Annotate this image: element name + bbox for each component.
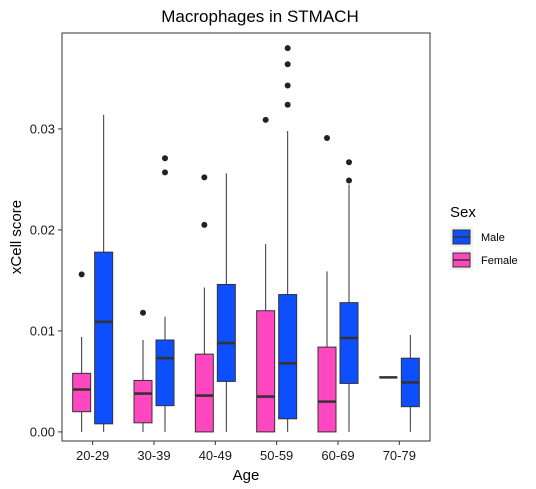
x-axis: 20-29 30-39 40-49 50-59 60-69 70-79 [76, 441, 416, 463]
x-axis-title: Age [233, 467, 260, 484]
box-male-50-59 [278, 45, 298, 432]
box-male-20-29 [94, 114, 114, 432]
box-male-60-69 [339, 159, 359, 432]
x-tick-label: 70-79 [383, 448, 416, 463]
box-body [256, 310, 276, 433]
outlier-point [201, 174, 208, 181]
box-female-60-69 [317, 135, 337, 433]
box-body [339, 302, 359, 384]
outlier-point [284, 101, 291, 108]
box-male-30-39 [155, 155, 175, 432]
legend-label: Female [481, 255, 518, 267]
box-male-70-79 [400, 334, 420, 432]
x-tick-label: 40-49 [199, 448, 232, 463]
outlier-point [201, 221, 208, 228]
box-male-40-49 [216, 173, 236, 432]
y-tick-label: 0.00 [30, 424, 55, 439]
plot-panel [61, 32, 431, 442]
box-female-50-59 [256, 116, 276, 433]
box-female-30-39 [133, 309, 153, 432]
box-body [72, 372, 92, 413]
x-tick-label: 30-39 [137, 448, 170, 463]
chart-title: Macrophages in STMACH [161, 7, 358, 26]
outlier-point [284, 82, 291, 89]
y-tick-label: 0.01 [30, 323, 55, 338]
box-body [94, 251, 114, 425]
legend-item-female: Female [450, 250, 518, 270]
outlier-point [140, 309, 146, 316]
box-body [278, 294, 298, 420]
legend-item-male: Male [450, 227, 505, 247]
y-tick-label: 0.03 [30, 121, 55, 136]
box-body [155, 339, 175, 407]
outlier-point [284, 61, 291, 68]
y-tick-label: 0.02 [30, 222, 55, 237]
outlier-point [262, 116, 269, 123]
box-series [72, 45, 420, 433]
legend: Sex Male Female [450, 204, 518, 270]
x-tick-label: 60-69 [321, 448, 354, 463]
outlier-point [346, 159, 352, 166]
outlier-point [162, 155, 168, 162]
legend-label: Male [481, 232, 505, 244]
x-tick-label: 50-59 [260, 448, 293, 463]
box-body [317, 346, 337, 433]
y-axis: 0.00 0.01 0.02 0.03 [30, 121, 62, 439]
y-axis-title: xCell score [8, 200, 25, 274]
box-female-20-29 [72, 271, 92, 432]
legend-items: Male Female [450, 227, 518, 270]
box-body [133, 379, 153, 424]
box-body [194, 353, 214, 433]
outlier-point [162, 169, 168, 176]
outlier-point [78, 271, 85, 278]
x-tick-label: 20-29 [76, 448, 109, 463]
outlier-point [284, 45, 291, 52]
box-female-40-49 [194, 174, 214, 433]
box-body [216, 283, 236, 382]
outlier-point [346, 177, 352, 184]
legend-title: Sex [450, 204, 476, 221]
outlier-point [324, 135, 330, 142]
